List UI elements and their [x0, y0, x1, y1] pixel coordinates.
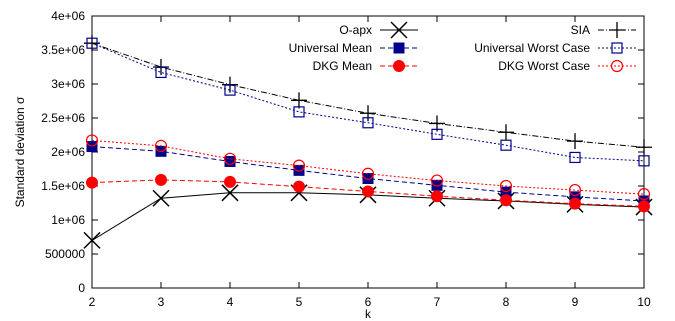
y-tick-label: 500000 [45, 247, 85, 261]
y-tick-label: 3e+06 [51, 77, 85, 91]
data-point [86, 141, 98, 153]
data-point [636, 139, 652, 156]
y-tick-label: 2.5e+06 [41, 111, 85, 125]
y-tick-label: 1.5e+06 [41, 179, 85, 193]
data-point [152, 189, 170, 207]
legend-entry: Universal Worst Case [474, 41, 636, 55]
data-point [431, 128, 443, 140]
data-point [85, 134, 99, 147]
data-point [431, 190, 443, 203]
data-point [569, 197, 581, 210]
series-line [91, 42, 645, 148]
series-line [91, 139, 645, 195]
legend-marker [611, 42, 623, 54]
y-axis: 0 500000 1e+06 1.5e+06 2e+06 2.5e+06 3e+06 3.5e… [41, 9, 644, 295]
y-tick-label: 1e+06 [51, 213, 85, 227]
legend-entry: DKG Mean [313, 59, 418, 73]
data-point [362, 173, 374, 185]
data-point [569, 151, 581, 164]
y-tick-label: 4e+06 [51, 9, 85, 23]
data-point [638, 155, 650, 167]
data-point [498, 124, 514, 141]
legend-entry: O-apx [339, 21, 418, 39]
legend: O-apx SIA Universal Mean Universal Worst Ca… [289, 21, 636, 73]
legend-label: DKG Worst Case [498, 59, 590, 73]
data-point [293, 106, 305, 118]
data-point [155, 173, 167, 186]
legend-marker [610, 59, 624, 73]
data-point [155, 66, 167, 79]
legend-label: DKG Mean [313, 59, 372, 73]
legend-label: O-apx [339, 23, 372, 37]
x-tick-label: 2 [89, 295, 96, 309]
x-tick-label: 5 [296, 295, 303, 309]
plot-frame [91, 15, 645, 289]
data-point [83, 231, 101, 249]
x-tick-label: 8 [503, 295, 510, 309]
series-dkg-worst-case [85, 134, 651, 201]
legend-label: SIA [571, 23, 590, 37]
data-point [500, 194, 512, 207]
series-line [91, 42, 645, 162]
data-point [154, 139, 168, 152]
data-point [362, 185, 374, 198]
data-point [568, 183, 582, 197]
y-tick-label: 3.5e+06 [41, 43, 85, 57]
series-universal-worst-case [86, 37, 650, 167]
legend-label: Universal Worst Case [474, 41, 590, 55]
legend-marker [609, 22, 625, 38]
data-point [637, 188, 651, 201]
series-layer [83, 35, 653, 249]
data-point [293, 180, 305, 193]
legend-marker [393, 42, 405, 54]
data-point [638, 200, 650, 213]
x-tick-label: 10 [637, 295, 651, 309]
x-axis: 2 3 4 5 6 7 8 9 10 [89, 16, 651, 309]
x-tick-label: 6 [365, 295, 372, 309]
y-tick-label: 0 [78, 281, 85, 295]
legend-entry: SIA [571, 22, 636, 38]
data-point [430, 174, 444, 187]
legend-label: Universal Mean [289, 41, 372, 55]
legend-marker [393, 60, 405, 72]
x-tick-label: 9 [572, 295, 579, 309]
x-axis-title: k [365, 307, 372, 321]
data-point [291, 92, 307, 109]
data-point [499, 179, 513, 193]
data-point [567, 133, 583, 150]
x-tick-label: 7 [434, 295, 441, 309]
data-point [86, 37, 98, 49]
y-tick-label: 2e+06 [51, 145, 85, 159]
data-point [223, 152, 237, 165]
data-point [224, 175, 236, 188]
data-point [224, 156, 236, 168]
data-point [361, 167, 375, 180]
x-tick-label: 4 [227, 295, 234, 309]
legend-entry: DKG Worst Case [498, 59, 636, 73]
series-line [91, 192, 645, 241]
data-point [500, 139, 512, 151]
data-point [292, 159, 306, 172]
data-point [221, 184, 239, 202]
data-point [362, 117, 374, 129]
x-tick-label: 3 [158, 295, 165, 309]
legend-entry: Universal Mean [289, 41, 418, 55]
y-axis-title: Standard deviation σ [13, 96, 27, 207]
data-point [224, 84, 236, 96]
data-point [86, 176, 98, 189]
legend-marker [390, 21, 408, 39]
series-dkg-mean [86, 173, 650, 213]
data-point [360, 105, 376, 122]
series-line [91, 146, 645, 202]
